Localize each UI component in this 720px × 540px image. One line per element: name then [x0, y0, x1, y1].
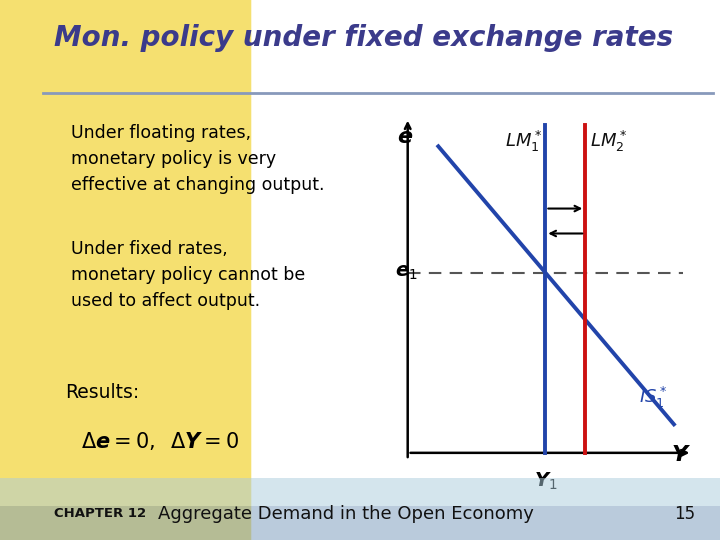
Text: CHAPTER 12: CHAPTER 12 [54, 508, 146, 521]
Text: $\mathit{IS}_1^*$: $\mathit{IS}_1^*$ [639, 385, 668, 410]
Bar [0, 534, 720, 537]
Bar [0, 512, 720, 515]
Text: $\mathit{LM}_2^*$: $\mathit{LM}_2^*$ [590, 129, 627, 153]
Text: Aggregate Demand in the Open Economy: Aggregate Demand in the Open Economy [158, 505, 534, 523]
Bar [0, 531, 720, 534]
Bar [0, 509, 720, 512]
Bar [0, 515, 720, 518]
Bar [0, 506, 720, 509]
Text: 15: 15 [674, 505, 695, 523]
Text: $\boldsymbol{Y}_1$: $\boldsymbol{Y}_1$ [534, 471, 557, 492]
Bar [0, 503, 720, 506]
Bar [0, 537, 720, 540]
Bar [0, 494, 720, 497]
Text: Under floating rates,
monetary policy is very
effective at changing output.: Under floating rates, monetary policy is… [71, 124, 325, 194]
Bar [0, 522, 720, 524]
Text: $\boldsymbol{e}_1$: $\boldsymbol{e}_1$ [395, 263, 418, 282]
Bar [0, 484, 720, 487]
Bar [0, 487, 720, 490]
Bar [0, 524, 720, 528]
Text: $\boldsymbol{Y}$: $\boldsymbol{Y}$ [671, 446, 690, 465]
Bar [0, 500, 720, 503]
Text: $\mathit{LM}_1^*$: $\mathit{LM}_1^*$ [505, 129, 542, 153]
Bar [0, 490, 720, 494]
Text: $\boldsymbol{e}$: $\boldsymbol{e}$ [397, 127, 413, 147]
Bar [0, 478, 720, 481]
Bar [0, 528, 720, 531]
Text: $\Delta \boldsymbol{e} = 0, \;\; \Delta \boldsymbol{Y} = 0$: $\Delta \boldsymbol{e} = 0, \;\; \Delta … [81, 430, 239, 452]
Bar [0, 497, 720, 500]
Text: Results:: Results: [65, 383, 139, 402]
Text: Mon. policy under fixed exchange rates: Mon. policy under fixed exchange rates [54, 24, 673, 52]
Bar [0, 481, 720, 484]
Bar [0, 518, 720, 522]
Text: Under fixed rates,
monetary policy cannot be
used to affect output.: Under fixed rates, monetary policy canno… [71, 240, 305, 310]
